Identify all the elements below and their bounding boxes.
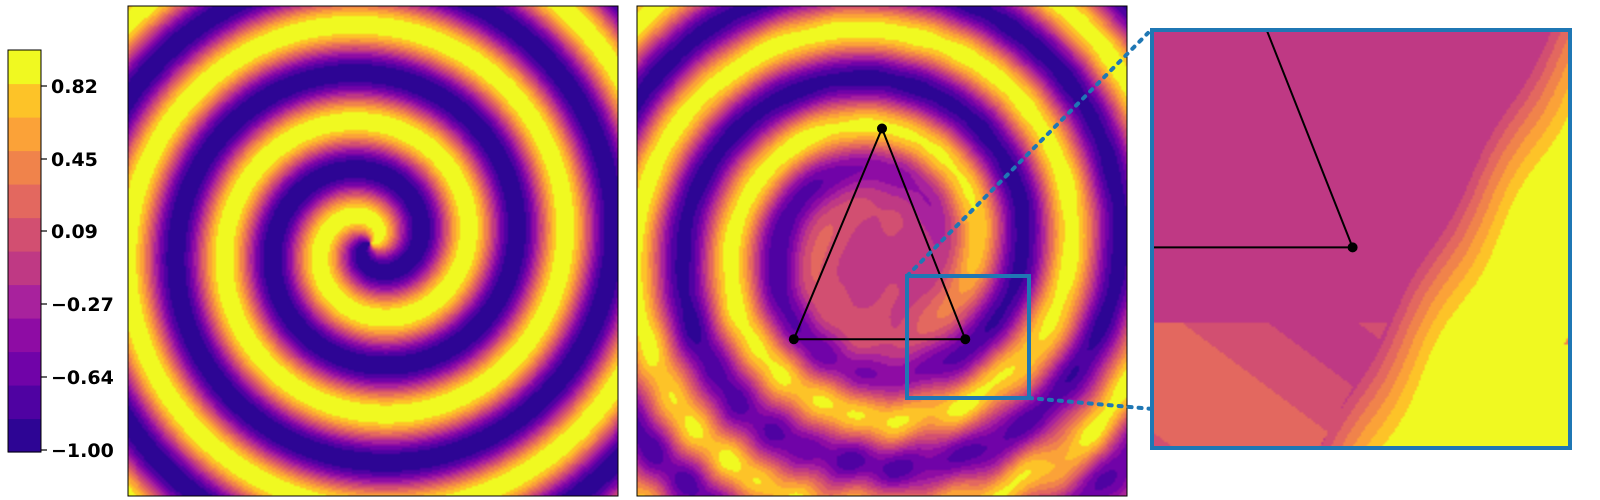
colorbar-band (8, 284, 41, 319)
spiral-wave-panel (127, 5, 619, 497)
colorbar-band (8, 251, 41, 286)
zoom-inset-field (1152, 30, 1570, 448)
colorbar-tick-label: −0.27 (51, 294, 114, 316)
triangle-vertex (960, 334, 971, 345)
zoom-inset-panel (1150, 28, 1572, 450)
colorbar-ticks: 0.82 0.45 0.09 −0.27 −0.64 −1.00 (41, 76, 114, 462)
colorbar-band (8, 117, 41, 152)
colorbar-tick-label: −0.64 (51, 367, 114, 389)
zoom-region-box (905, 274, 1031, 400)
colorbar-band (8, 184, 41, 219)
colorbar-tick-label: −1.00 (51, 440, 114, 462)
zoom-inset-frame (1150, 28, 1572, 450)
perturbed-spiral-frame (636, 5, 1128, 497)
zoom-connector-top (905, 31, 1150, 278)
perturbed-spiral-field (637, 6, 1127, 496)
colorbar-band (8, 150, 41, 185)
colorbar-tick-label: 0.45 (51, 149, 98, 171)
spiral-wave-frame (127, 5, 619, 497)
colorbar-band (8, 318, 41, 353)
colorbar-band (8, 351, 41, 386)
perturbed-spiral-panel (636, 5, 1128, 497)
colorbar-frame (7, 49, 42, 453)
colorbar-band (8, 83, 41, 118)
triangle-vertex (788, 334, 799, 345)
triangle-edges (792, 125, 967, 341)
colorbar-band (8, 418, 41, 453)
colorbar-band (8, 385, 41, 420)
triangle-overlay (788, 123, 971, 345)
colorbar-tick-label: 0.82 (51, 76, 98, 98)
colorbar-bands (8, 50, 41, 453)
triangle-overlay-zoom (1152, 30, 1358, 253)
colorbar-band (8, 50, 41, 85)
triangle-vertex (1347, 242, 1358, 253)
colorbar: 0.82 0.45 0.09 −0.27 −0.64 −1.00 (7, 49, 114, 462)
triangle-vertex (877, 123, 887, 134)
colorbar-tick-label: 0.09 (51, 221, 98, 243)
colorbar-band (8, 217, 41, 252)
spiral-wave-field (128, 6, 618, 496)
